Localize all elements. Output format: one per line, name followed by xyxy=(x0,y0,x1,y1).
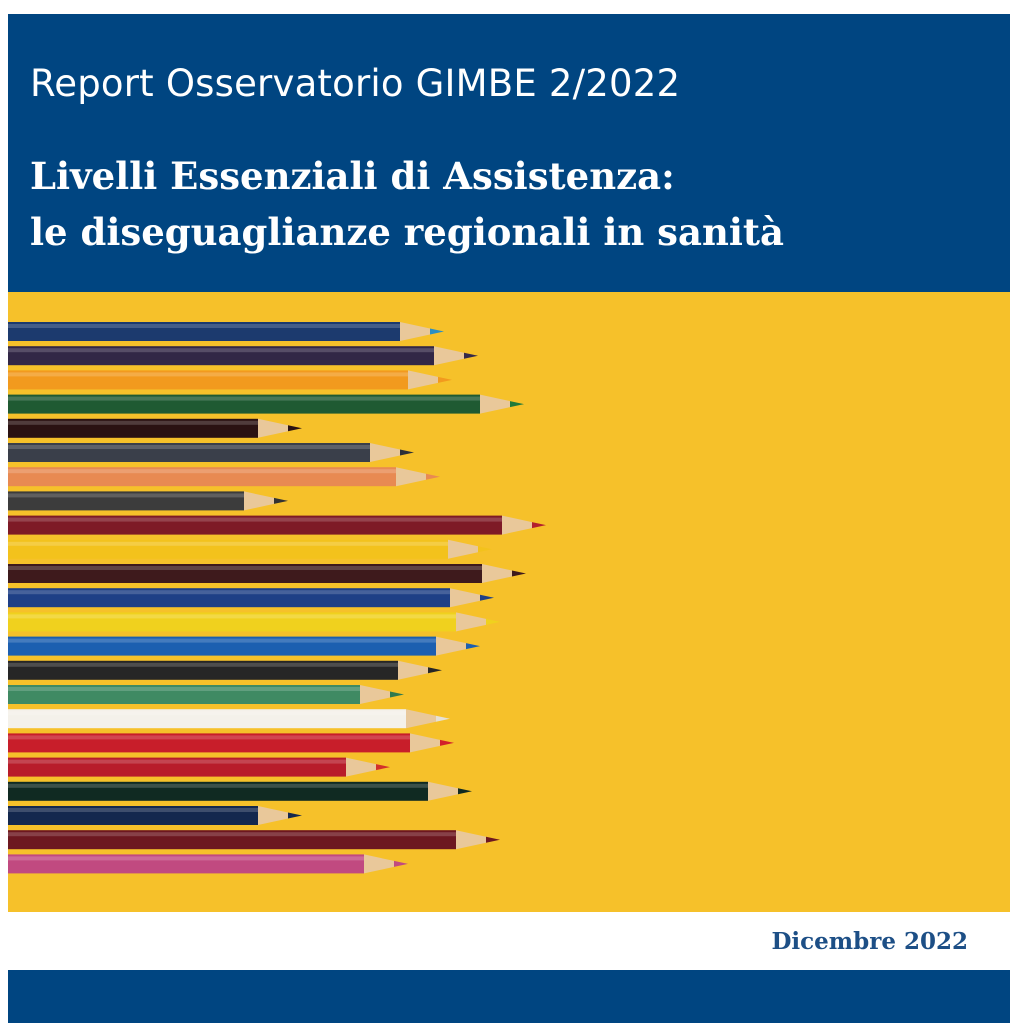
main-title-line-2: le diseguaglianze regionali in sanità xyxy=(30,210,784,254)
pencil xyxy=(8,443,414,462)
pencil xyxy=(8,515,546,535)
pencil xyxy=(8,685,404,704)
pencil xyxy=(8,854,408,874)
pencil xyxy=(8,370,452,390)
pencil xyxy=(8,394,524,414)
pencil xyxy=(8,830,500,850)
pencil xyxy=(8,709,450,729)
pencil xyxy=(8,588,494,608)
pencil xyxy=(8,660,442,680)
pencil xyxy=(8,781,472,801)
pencil xyxy=(8,636,480,656)
pencil xyxy=(8,467,440,487)
header-band xyxy=(8,14,1010,292)
pencil xyxy=(8,612,500,632)
pencil xyxy=(8,564,526,583)
pencil xyxy=(8,418,302,438)
pencil xyxy=(8,322,444,341)
footer-band xyxy=(8,970,1010,1023)
pencil xyxy=(8,539,492,559)
pencil xyxy=(8,757,390,777)
main-title: Livelli Essenziali di Assistenza: le dis… xyxy=(30,148,784,260)
main-title-line-1: Livelli Essenziali di Assistenza: xyxy=(30,154,675,198)
series-title: Report Osservatorio GIMBE 2/2022 xyxy=(30,62,681,105)
pencil xyxy=(8,806,302,825)
cover-illustration xyxy=(8,292,1010,912)
pencil xyxy=(8,733,454,753)
colored-pencils-image xyxy=(8,322,546,874)
date-strip: Dicembre 2022 xyxy=(8,912,1010,970)
pencil xyxy=(8,491,288,511)
publication-date: Dicembre 2022 xyxy=(771,928,968,955)
pencil xyxy=(8,346,478,366)
